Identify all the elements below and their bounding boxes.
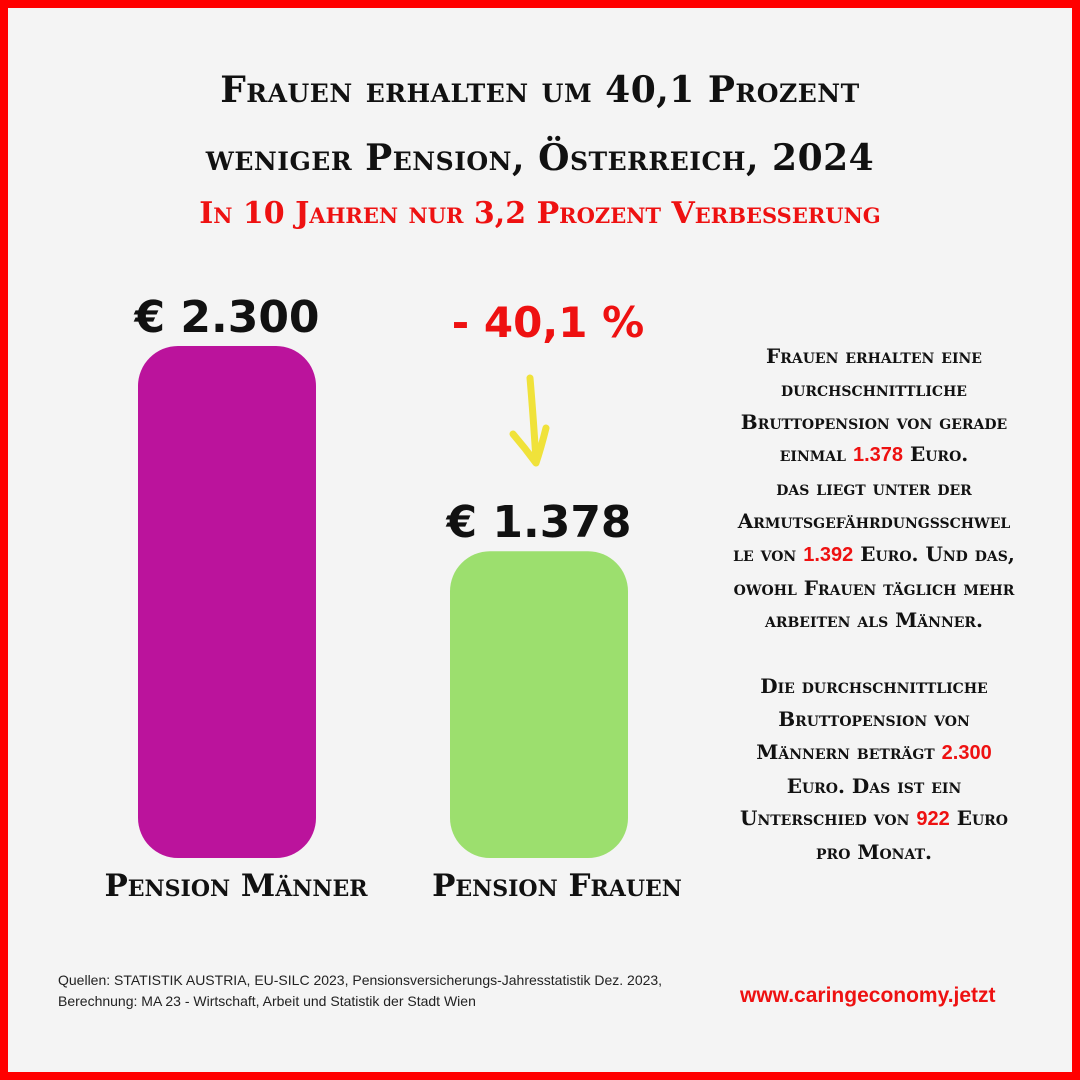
info-text-block: Frauen erhalten eine durchschnittliche Bru… (688, 340, 1060, 869)
highlighted-number: 922 (916, 808, 950, 831)
info-line: Armutsgefährdungsschwel (688, 505, 1060, 538)
bar-chart: € 2.300 Pension Männer € 1.378 Pension Frau… (104, 292, 682, 904)
info-text: Frauen erhalten eine (766, 344, 982, 368)
bar-men (138, 346, 316, 858)
info-text: pro Monat. (816, 840, 932, 865)
info-text: Euro. Das ist ein (786, 773, 962, 798)
info-line: arbeiten als Männer. (688, 604, 1060, 637)
info-line: einmal 1.378 Euro. (688, 438, 1060, 472)
highlighted-number: 1.378 (852, 444, 904, 467)
info-text: Unterschied von (740, 806, 917, 831)
info-line: pro Monat. (688, 836, 1060, 869)
info-text: arbeiten als Männer. (764, 608, 984, 633)
info-text: Euro (949, 806, 1008, 831)
bar-women (450, 551, 628, 858)
title-line-2: weniger Pension, Österreich, 2024 (205, 137, 875, 179)
info-text: das liegt unter der (776, 476, 972, 501)
info-text: einmal (779, 442, 853, 467)
info-line: Bruttopension von gerade (688, 406, 1060, 439)
info-text: Bruttopension von gerade (740, 409, 1008, 434)
infographic-frame: Frauen erhalten um 40,1 Prozent weniger … (8, 8, 1072, 1072)
page-subtitle: In 10 Jahren nur 3,2 Prozent Verbesserun… (199, 196, 881, 231)
category-label: Pension Männer (104, 868, 368, 904)
sources-note: Quellen: STATISTIK AUSTRIA, EU-SILC 2023… (58, 972, 663, 1009)
info-line: durchschnittliche (688, 373, 1060, 406)
info-paragraph-1: Frauen erhalten eine durchschnittliche Bru… (688, 340, 1060, 637)
difference-annotation: - 40,1 % (451, 298, 645, 347)
info-text: Die durchschnittliche (760, 674, 988, 699)
info-line: Frauen erhalten eine (688, 340, 1060, 373)
highlighted-number: 2.300 (941, 741, 992, 764)
title-line-1: Frauen erhalten um 40,1 Prozent (220, 69, 860, 111)
info-line: Die durchschnittliche (688, 670, 1060, 703)
info-text: Euro. (903, 442, 969, 467)
info-text: durchschnittliche (781, 376, 967, 401)
category-label: Pension Frauen (432, 868, 682, 904)
info-text: Euro. Und das, (853, 541, 1015, 566)
page-title: Frauen erhalten um 40,1 Prozent weniger … (8, 56, 1072, 192)
info-text: Bruttopension von (778, 706, 970, 731)
info-line: owohl Frauen täglich mehr (688, 572, 1060, 605)
bar-value-label: € 2.300 (133, 292, 319, 343)
info-text: Männern beträgt (756, 739, 942, 764)
info-paragraph-2: Die durchschnittliche Bruttopension von Mä… (688, 670, 1060, 869)
info-text: owohl Frauen täglich mehr (733, 575, 1015, 600)
info-line: Euro. Das ist ein (688, 770, 1060, 803)
info-line: Unterschied von 922 Euro (688, 802, 1060, 836)
website-link[interactable]: www.caringeconomy.jetzt (740, 984, 996, 1007)
info-line: Bruttopension von (688, 703, 1060, 736)
info-text: le von (733, 541, 804, 566)
info-line: das liegt unter der (688, 472, 1060, 505)
info-text: Armutsgefährdungsschwel (737, 508, 1011, 533)
info-line: Männern beträgt 2.300 (688, 736, 1060, 770)
down-arrow-icon (509, 374, 550, 467)
bar-value-label: € 1.378 (445, 497, 631, 548)
info-line: le von 1.392 Euro. Und das, (688, 538, 1060, 572)
highlighted-number: 1.392 (803, 543, 854, 566)
